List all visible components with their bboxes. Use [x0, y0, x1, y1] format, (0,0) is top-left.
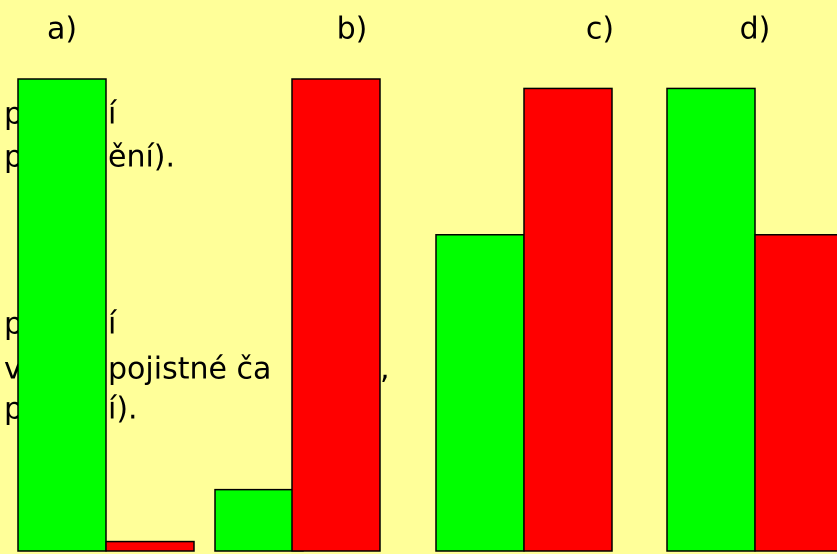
bars [17, 78, 837, 552]
group-labels: a) b) c) d) [47, 12, 770, 47]
text-fragment: ění). [108, 140, 175, 175]
text-fragment: í [108, 307, 118, 342]
bar [214, 488, 304, 552]
bar [754, 234, 837, 552]
text-fragment: í). [108, 392, 138, 427]
bar [17, 78, 107, 552]
group-label: a) [47, 12, 77, 47]
bar [666, 87, 756, 552]
group-label: d) [740, 12, 771, 47]
bar [291, 78, 381, 552]
bar [105, 540, 195, 552]
bar [435, 234, 525, 552]
group-label: b) [337, 12, 368, 47]
bar [523, 87, 613, 552]
text-fragment: í [108, 97, 118, 132]
text-fragment: pojistné ča [108, 352, 271, 387]
group-label: c) [586, 12, 614, 47]
text-fragment: , [380, 352, 390, 387]
